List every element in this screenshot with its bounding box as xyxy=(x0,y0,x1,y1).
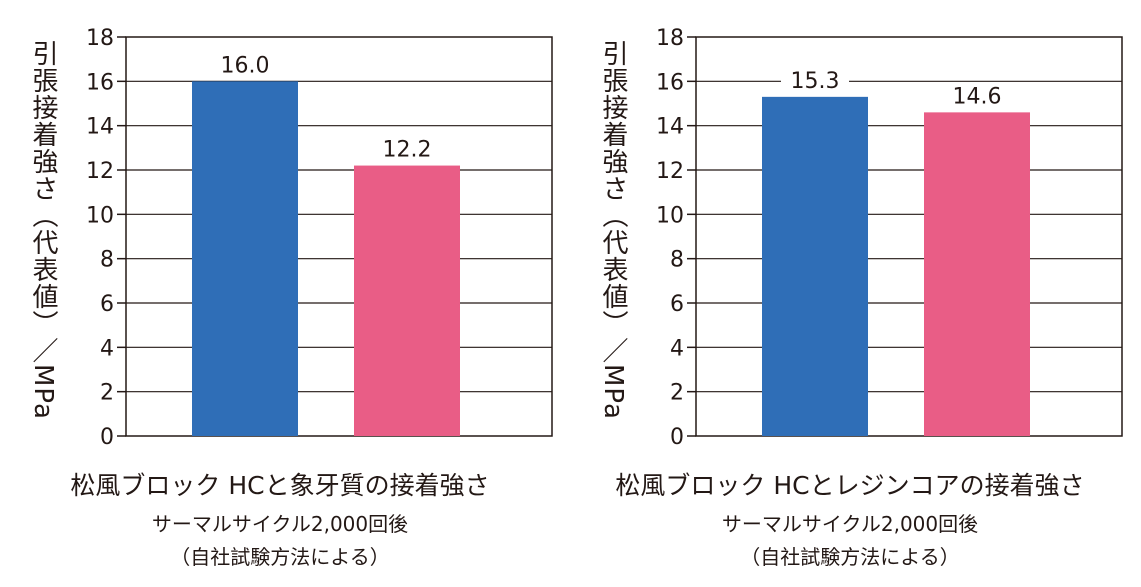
value-label-background xyxy=(211,51,279,78)
chart-subtitle-line-1: サーマルサイクル2,000回後 xyxy=(151,512,409,536)
y-axis-label: 引張接着強さ（代表値）／MPa xyxy=(598,40,628,420)
y-tick-label: 0 xyxy=(670,425,684,450)
chart-subtitle-line-1: サーマルサイクル2,000回後 xyxy=(721,512,979,536)
y-tick-label: 2 xyxy=(100,381,114,406)
value-label-background xyxy=(943,82,1011,109)
y-tick-label: 8 xyxy=(100,248,114,273)
y-tick-label: 18 xyxy=(656,26,684,51)
y-axis-label: 引張接着強さ（代表値）／MPa xyxy=(28,40,58,420)
y-tick-label: 14 xyxy=(656,115,684,140)
chart-panel-left: 引張接着強さ（代表値）／MPa 0 2 4 6 8 10 12 14 16 18 16.0 12.2 … xyxy=(0,0,560,587)
y-tick-label: 18 xyxy=(86,26,114,51)
bar xyxy=(354,165,460,437)
bar xyxy=(924,112,1030,436)
y-tick-label: 6 xyxy=(100,292,114,317)
bar-chart-resin-core: 0 2 4 6 8 10 12 14 16 18 15.3 14.6 xyxy=(656,26,1123,450)
y-tick-label: 14 xyxy=(86,115,114,140)
chart-subtitle-line-2: （自社試験方法による） xyxy=(740,545,960,569)
value-label-background xyxy=(373,135,441,162)
chart-title: 松風ブロック HCとレジンコアの接着強さ xyxy=(615,471,1085,500)
y-tick-label: 4 xyxy=(670,336,684,361)
bar xyxy=(192,81,298,436)
chart-panel-right: 引張接着強さ（代表値）／MPa 0 2 4 6 8 10 12 14 16 18 15.3 14.6 … xyxy=(570,0,1130,587)
bar-value-label: 14.6 xyxy=(953,84,1002,109)
y-tick-label: 0 xyxy=(100,425,114,450)
chart-title: 松風ブロック HCと象牙質の接着強さ xyxy=(70,471,490,500)
value-label-background xyxy=(781,66,849,93)
y-tick-label: 4 xyxy=(100,336,114,361)
y-tick-label: 12 xyxy=(656,159,684,184)
bar-value-label: 12.2 xyxy=(383,138,432,163)
y-tick-label: 12 xyxy=(86,159,114,184)
y-tick-label: 2 xyxy=(670,381,684,406)
bar-chart-dentin: 0 2 4 6 8 10 12 14 16 18 16.0 12.2 xyxy=(86,26,553,450)
y-tick-label: 16 xyxy=(656,70,684,95)
y-tick-label: 16 xyxy=(86,70,114,95)
y-tick-label: 10 xyxy=(656,203,684,228)
bar-value-label: 15.3 xyxy=(791,69,840,94)
chart-subtitle-line-2: （自社試験方法による） xyxy=(170,545,390,569)
y-tick-label: 8 xyxy=(670,248,684,273)
plot-area-frame xyxy=(125,36,553,437)
bar xyxy=(762,96,868,436)
y-tick-label: 6 xyxy=(670,292,684,317)
bar-value-label: 16.0 xyxy=(221,53,270,78)
plot-area-frame xyxy=(695,36,1123,437)
y-tick-label: 10 xyxy=(86,203,114,228)
